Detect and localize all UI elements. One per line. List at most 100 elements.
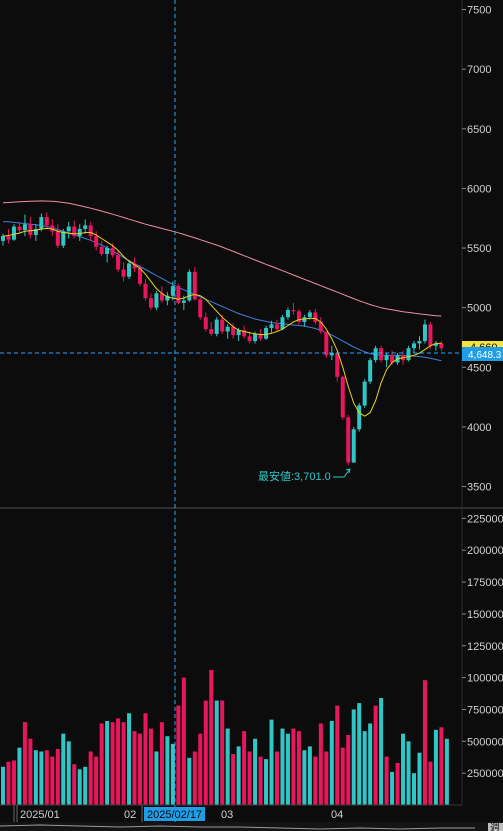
crosshair-price-label: 4,648.3 xyxy=(462,347,503,361)
candle-body xyxy=(33,228,38,235)
volume-bar xyxy=(335,705,340,805)
volume-bar xyxy=(275,751,279,805)
low-annotation-text: 最安値:3,701.0 xyxy=(258,469,331,483)
candle-body xyxy=(22,224,27,231)
candle-body xyxy=(340,376,345,418)
candle-body xyxy=(138,268,142,284)
volume-bar xyxy=(44,750,49,805)
volume-bar xyxy=(154,751,159,805)
volume-bar xyxy=(33,750,38,805)
price-tick-label: 6000 xyxy=(467,183,491,195)
volume-bar xyxy=(148,728,153,805)
candle-body xyxy=(324,331,329,356)
candlestick xyxy=(203,312,208,332)
volume-tick-label: 750000 xyxy=(467,704,503,716)
candle-body xyxy=(6,236,11,240)
candle-body xyxy=(209,329,214,334)
volume-bar xyxy=(231,754,236,805)
volume-bar xyxy=(22,722,27,805)
candlestick xyxy=(242,325,247,339)
volume-bar xyxy=(121,722,126,805)
candlestick xyxy=(264,325,269,340)
candle-body xyxy=(159,293,164,301)
volume-bar xyxy=(17,747,22,805)
candlestick xyxy=(187,269,192,302)
candle-body xyxy=(39,217,44,229)
volume-bar xyxy=(198,733,203,805)
volume-bar xyxy=(11,760,16,805)
volume-bar xyxy=(127,713,132,805)
volume-bar xyxy=(110,722,115,805)
volume-tick-label: 500000 xyxy=(467,736,503,748)
volume-bar xyxy=(258,756,263,805)
volume-bar xyxy=(165,736,170,805)
candlestick xyxy=(346,414,351,466)
price-tick-label: 4500 xyxy=(467,362,491,374)
volume-bar xyxy=(253,738,258,805)
volume-bar xyxy=(99,723,104,805)
volume-bar xyxy=(176,705,181,805)
candlestick xyxy=(368,357,373,384)
navigator-button-label: 週 xyxy=(490,822,500,831)
candlestick xyxy=(99,240,104,257)
volume-bar xyxy=(225,728,230,805)
volume-bar xyxy=(220,700,225,805)
candle-body xyxy=(1,236,5,241)
volume-bar xyxy=(94,756,99,805)
volume-tick-label: 2250000 xyxy=(467,513,503,525)
volume-bar xyxy=(417,752,422,805)
candlestick xyxy=(220,314,225,334)
volume-bar xyxy=(362,731,367,805)
candlestick xyxy=(198,298,203,320)
volume-bar xyxy=(187,757,192,805)
volume-bar xyxy=(368,723,373,805)
candle-body xyxy=(373,348,378,361)
short-moving-average-line xyxy=(2,227,442,417)
crosshair-date-text: 2025/02/17 xyxy=(147,809,202,821)
candlestick xyxy=(72,220,77,239)
candle-body xyxy=(384,355,389,361)
volume-bar xyxy=(439,727,444,805)
volume-bar xyxy=(181,677,186,805)
volume-bar xyxy=(72,764,77,805)
candlestick xyxy=(50,219,55,237)
candle-body xyxy=(61,231,66,246)
volume-bar xyxy=(242,731,247,805)
candle-body xyxy=(198,299,203,318)
low-annotation: 最安値:3,701.0 xyxy=(258,468,351,483)
volume-bar xyxy=(390,771,395,805)
candlestick xyxy=(247,331,252,344)
volume-bar xyxy=(88,751,93,805)
candle-body xyxy=(225,326,230,332)
candlesticks xyxy=(1,212,444,466)
price-tick-label: 7500 xyxy=(467,5,491,17)
volume-bar xyxy=(50,756,55,805)
candle-body xyxy=(121,269,126,277)
volume-bar xyxy=(384,756,389,805)
candle-body xyxy=(127,263,132,277)
volume-bar xyxy=(209,669,214,805)
navigator-strip[interactable]: 週 xyxy=(0,822,503,831)
candle-body xyxy=(362,381,367,406)
volume-bar xyxy=(444,738,449,805)
candlestick xyxy=(77,224,82,241)
candlestick xyxy=(291,302,296,315)
candle-body xyxy=(428,324,433,346)
candle-body xyxy=(285,310,290,318)
volume-bar xyxy=(379,697,384,805)
candle-body xyxy=(187,271,192,301)
candle-body xyxy=(28,224,33,235)
candlestick xyxy=(340,375,345,420)
candle-body xyxy=(296,311,301,322)
volume-bar xyxy=(105,720,110,805)
candlestick xyxy=(170,281,175,301)
volume-bar xyxy=(433,729,438,805)
candlestick xyxy=(362,379,367,408)
volume-bar xyxy=(395,762,400,805)
candlestick xyxy=(33,224,38,241)
navigator-button xyxy=(488,823,503,831)
candle-body xyxy=(302,317,307,322)
candlestick xyxy=(324,331,329,358)
candle-body xyxy=(313,312,318,322)
